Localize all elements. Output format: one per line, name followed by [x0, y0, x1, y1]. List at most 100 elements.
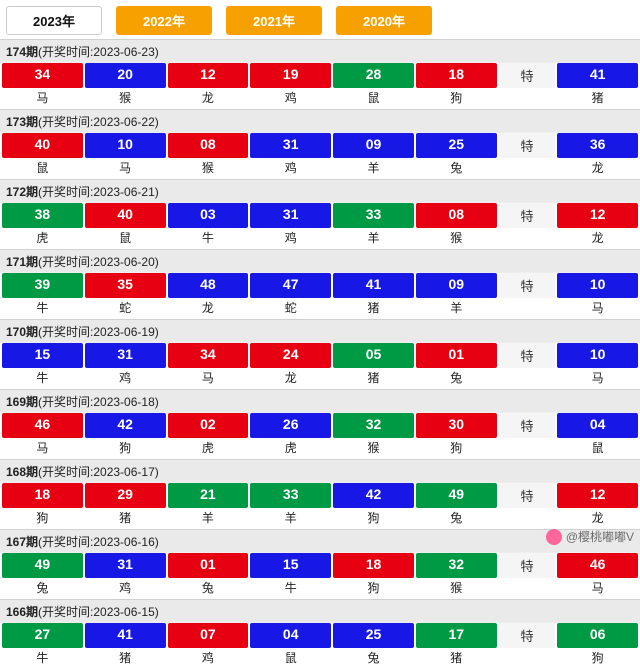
- period-header: 169期(开奖时间:2023-06-18): [0, 390, 640, 412]
- ball: 26: [250, 413, 331, 438]
- period-block: 171期(开奖时间:2023-06-20)393548474109特10牛蛇龙蛇…: [0, 249, 640, 319]
- ball: 18: [416, 63, 497, 88]
- zodiac-te-gap: [499, 298, 556, 319]
- ball: 31: [250, 133, 331, 158]
- period-block: 170期(开奖时间:2023-06-19)153134240501特10牛鸡马龙…: [0, 319, 640, 389]
- balls-row: 384003313308特12: [0, 203, 640, 228]
- special-ball: 36: [557, 133, 638, 158]
- zodiac-label: 狗: [333, 508, 414, 529]
- zodiac-te-gap: [499, 88, 556, 109]
- zodiac-label: 兔: [168, 578, 249, 599]
- zodiac-te-gap: [499, 578, 556, 599]
- ball: 32: [416, 553, 497, 578]
- zodiac-label: 鸡: [250, 228, 331, 249]
- period-header: 174期(开奖时间:2023-06-23): [0, 40, 640, 62]
- ball: 39: [2, 273, 83, 298]
- zodiac-label: 羊: [416, 298, 497, 319]
- period-block: 169期(开奖时间:2023-06-18)464202263230特04马狗虎虎…: [0, 389, 640, 459]
- ball: 34: [168, 343, 249, 368]
- zodiac-label: 羊: [333, 158, 414, 179]
- zodiac-label: 羊: [333, 228, 414, 249]
- ball: 07: [168, 623, 249, 648]
- period-block: 167期(开奖时间:2023-06-16)493101151832特46兔鸡兔牛…: [0, 529, 640, 599]
- special-ball: 10: [557, 343, 638, 368]
- zodiac-label: 狗: [85, 438, 166, 459]
- ball: 34: [2, 63, 83, 88]
- zodiac-label: 虎: [168, 438, 249, 459]
- zodiac-label: 兔: [333, 648, 414, 669]
- zodiac-label: 马: [85, 158, 166, 179]
- zodiac-te-gap: [499, 648, 556, 669]
- zodiac-label: 兔: [416, 158, 497, 179]
- ball: 31: [250, 203, 331, 228]
- zodiac-label: 鼠: [2, 158, 83, 179]
- ball: 09: [333, 133, 414, 158]
- zodiac-label: 牛: [2, 648, 83, 669]
- zodiac-te-gap: [499, 508, 556, 529]
- balls-row: 393548474109特10: [0, 273, 640, 298]
- ball: 35: [85, 273, 166, 298]
- te-label: 特: [499, 273, 556, 298]
- period-header: 171期(开奖时间:2023-06-20): [0, 250, 640, 272]
- zodiac-label: 蛇: [250, 298, 331, 319]
- te-label: 特: [499, 203, 556, 228]
- zodiac-label: 猪: [85, 508, 166, 529]
- ball: 47: [250, 273, 331, 298]
- ball: 42: [333, 483, 414, 508]
- year-tabs: 2023年 2022年 2021年 2020年: [0, 0, 640, 39]
- zodiac-label: 猪: [333, 368, 414, 389]
- zodiac-row: 狗猪羊羊狗兔龙: [0, 508, 640, 529]
- special-ball: 46: [557, 553, 638, 578]
- balls-row: 182921334249特12: [0, 483, 640, 508]
- zodiac-label: 狗: [416, 88, 497, 109]
- ball: 38: [2, 203, 83, 228]
- zodiac-te-gap: [499, 368, 556, 389]
- ball: 04: [250, 623, 331, 648]
- year-tab[interactable]: 2023年: [6, 6, 102, 35]
- year-tab[interactable]: 2020年: [336, 6, 432, 35]
- ball: 32: [333, 413, 414, 438]
- zodiac-row: 牛猪鸡鼠兔猪狗: [0, 648, 640, 669]
- year-tab[interactable]: 2021年: [226, 6, 322, 35]
- zodiac-label: 马: [2, 88, 83, 109]
- zodiac-label: 龙: [168, 88, 249, 109]
- period-block: 168期(开奖时间:2023-06-17)182921334249特12狗猪羊羊…: [0, 459, 640, 529]
- special-zodiac-label: 马: [557, 298, 638, 319]
- zodiac-label: 狗: [2, 508, 83, 529]
- zodiac-label: 鼠: [250, 648, 331, 669]
- ball: 46: [2, 413, 83, 438]
- zodiac-label: 兔: [2, 578, 83, 599]
- zodiac-label: 鼠: [333, 88, 414, 109]
- zodiac-label: 马: [168, 368, 249, 389]
- te-label: 特: [499, 63, 556, 88]
- zodiac-label: 狗: [333, 578, 414, 599]
- zodiac-label: 羊: [168, 508, 249, 529]
- ball: 02: [168, 413, 249, 438]
- special-ball: 41: [557, 63, 638, 88]
- ball: 33: [333, 203, 414, 228]
- balls-row: 493101151832特46: [0, 553, 640, 578]
- te-label: 特: [499, 553, 556, 578]
- period-block: 172期(开奖时间:2023-06-21)384003313308特12虎鼠牛鸡…: [0, 179, 640, 249]
- year-tab[interactable]: 2022年: [116, 6, 212, 35]
- zodiac-label: 鸡: [85, 368, 166, 389]
- ball: 15: [2, 343, 83, 368]
- zodiac-row: 牛鸡马龙猪兔马: [0, 368, 640, 389]
- zodiac-label: 兔: [416, 368, 497, 389]
- zodiac-label: 猴: [85, 88, 166, 109]
- balls-row: 274107042517特06: [0, 623, 640, 648]
- zodiac-label: 猪: [85, 648, 166, 669]
- period-header: 173期(开奖时间:2023-06-22): [0, 110, 640, 132]
- ball: 05: [333, 343, 414, 368]
- zodiac-te-gap: [499, 228, 556, 249]
- zodiac-label: 鸡: [250, 158, 331, 179]
- ball: 01: [416, 343, 497, 368]
- ball: 42: [85, 413, 166, 438]
- ball: 18: [333, 553, 414, 578]
- te-label: 特: [499, 623, 556, 648]
- ball: 10: [85, 133, 166, 158]
- ball: 08: [168, 133, 249, 158]
- ball: 15: [250, 553, 331, 578]
- special-ball: 04: [557, 413, 638, 438]
- zodiac-label: 龙: [250, 368, 331, 389]
